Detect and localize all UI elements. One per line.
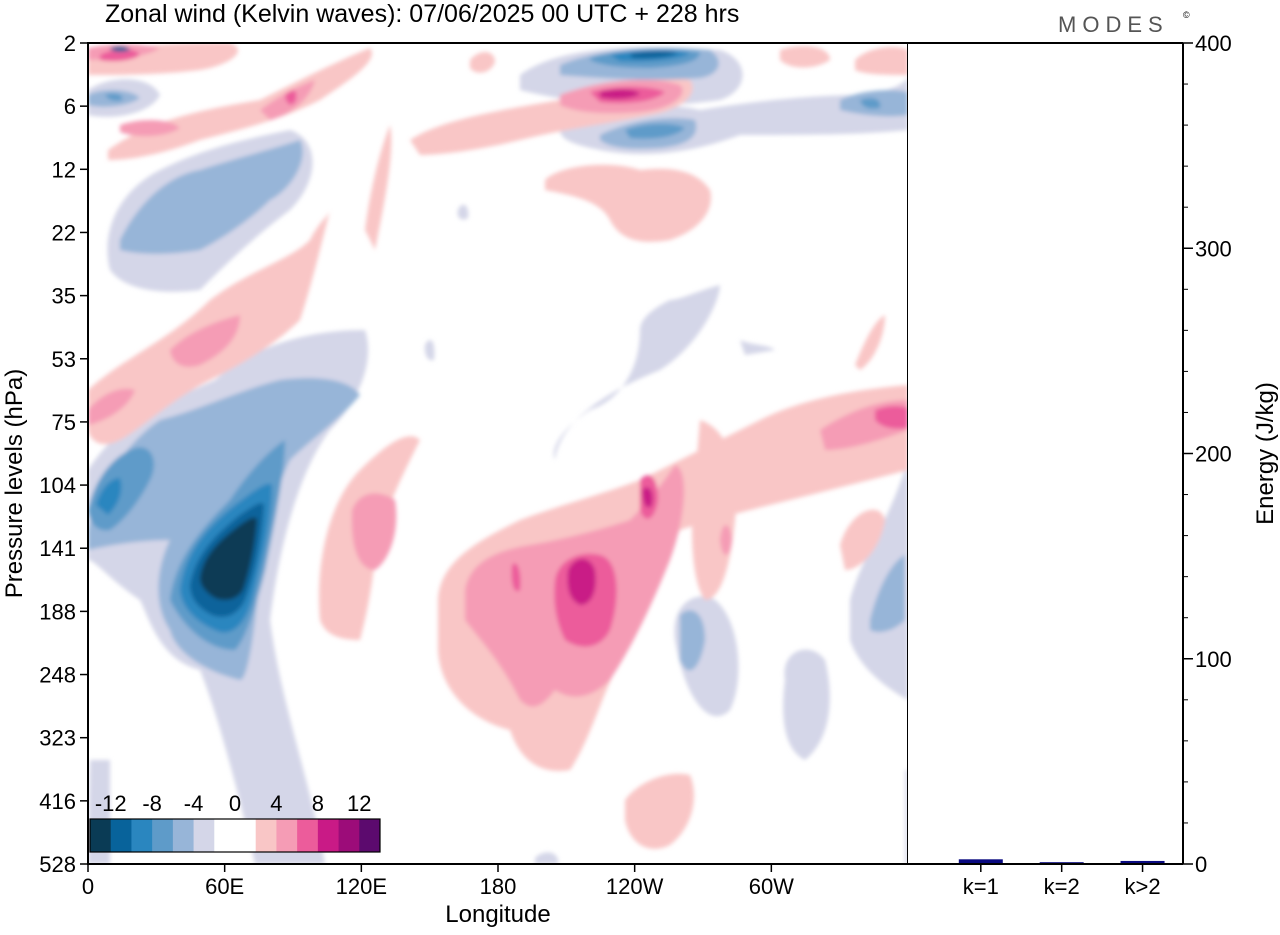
energy-bar bbox=[958, 859, 1003, 864]
chart-title: Zonal wind (Kelvin waves): 07/06/2025 00… bbox=[105, 0, 739, 28]
colorbar-swatch bbox=[110, 819, 132, 852]
colorbar-swatch bbox=[338, 819, 360, 852]
colorbar-tick-label: 0 bbox=[229, 791, 241, 816]
y-tick-label: 416 bbox=[39, 789, 76, 814]
colorbar-tick-label: -4 bbox=[184, 791, 204, 816]
x-tick-label: 60W bbox=[749, 874, 794, 899]
contour-level-6 bbox=[200, 517, 257, 600]
y-axis-label: Pressure levels (hPa) bbox=[1, 369, 28, 598]
energy-panel-background bbox=[908, 43, 1183, 864]
y-tick-label: 141 bbox=[39, 536, 76, 561]
energy-y-tick-label: 400 bbox=[1195, 31, 1232, 56]
modes-logo: MODES bbox=[1058, 12, 1169, 37]
colorbar: -12 -8 -4 0 4 8 12 bbox=[89, 791, 381, 853]
x-axis-label: Longitude bbox=[445, 901, 550, 928]
y-tick-label: 248 bbox=[39, 663, 76, 688]
y-tick-label: 22 bbox=[52, 220, 76, 245]
energy-x-tick-label: k=1 bbox=[963, 874, 999, 899]
y-tick-label: 2 bbox=[64, 31, 76, 56]
energy-axis-ticks: k=1 k=2 k>2 0 100 200 300 400 Energy (J/kg) bbox=[963, 31, 1279, 899]
energy-y-tick-label: 100 bbox=[1195, 647, 1232, 672]
y-tick-label: 528 bbox=[39, 852, 76, 877]
colorbar-swatch bbox=[90, 819, 112, 852]
energy-y-tick-label: 200 bbox=[1195, 442, 1232, 467]
colorbar-tick-label: -8 bbox=[142, 791, 162, 816]
colorbar-tick-label: 4 bbox=[270, 791, 282, 816]
x-tick-label: 60E bbox=[205, 874, 244, 899]
x-tick-label: 120E bbox=[336, 874, 387, 899]
y-tick-label: 75 bbox=[52, 410, 76, 435]
colorbar-swatch bbox=[193, 819, 215, 852]
logo-mark: © bbox=[1183, 10, 1190, 20]
energy-y-tick-label: 0 bbox=[1195, 852, 1207, 877]
colorbar-swatch bbox=[276, 819, 298, 852]
y-tick-label: 35 bbox=[52, 284, 76, 309]
y-tick-label: 12 bbox=[52, 157, 76, 182]
colorbar-swatch bbox=[152, 819, 174, 852]
colorbar-tick-label: 12 bbox=[347, 791, 371, 816]
colorbar-swatch bbox=[317, 819, 340, 852]
heatmap-axes: 0 60E 120E 180 120W 60W Longitude 2 6 12 22 35 53 75 1… bbox=[1, 31, 794, 928]
energy-axis-label: Energy (J/kg) bbox=[1252, 382, 1279, 525]
contour-level-4-pos bbox=[567, 89, 653, 605]
colorbar-tick-label: 8 bbox=[312, 791, 324, 816]
y-tick-label: 53 bbox=[52, 347, 76, 372]
energy-x-tick-label: k>2 bbox=[1125, 874, 1161, 899]
x-tick-label: 180 bbox=[480, 874, 517, 899]
y-tick-label: 104 bbox=[39, 473, 76, 498]
colorbar-swatch bbox=[235, 819, 257, 852]
colorbar-frame bbox=[89, 818, 381, 853]
x-tick-label: 120W bbox=[606, 874, 664, 899]
colorbar-swatch bbox=[255, 819, 277, 852]
energy-bar bbox=[1120, 860, 1165, 864]
colorbar-tick-label: -12 bbox=[95, 791, 127, 816]
colorbar-swatch bbox=[172, 819, 195, 852]
x-tick-label: 0 bbox=[82, 874, 94, 899]
colorbar-swatch bbox=[297, 819, 319, 852]
y-tick-label: 188 bbox=[39, 599, 76, 624]
energy-y-tick-label: 300 bbox=[1195, 236, 1232, 261]
energy-x-tick-label: k=2 bbox=[1044, 874, 1080, 899]
energy-bar-chart: k=1 k=2 k>2 0 100 200 300 400 Energy (J/kg) bbox=[908, 31, 1279, 899]
colorbar-swatch bbox=[131, 819, 153, 852]
colorbar-swatch bbox=[214, 819, 236, 852]
colorbar-swatch bbox=[359, 819, 381, 852]
y-tick-label: 323 bbox=[39, 726, 76, 751]
heatmap-plot: -12 -8 -4 0 4 8 12 0 60E 120E 180 120W 60W Longitude… bbox=[1, 31, 909, 928]
y-tick-label: 6 bbox=[64, 94, 76, 119]
